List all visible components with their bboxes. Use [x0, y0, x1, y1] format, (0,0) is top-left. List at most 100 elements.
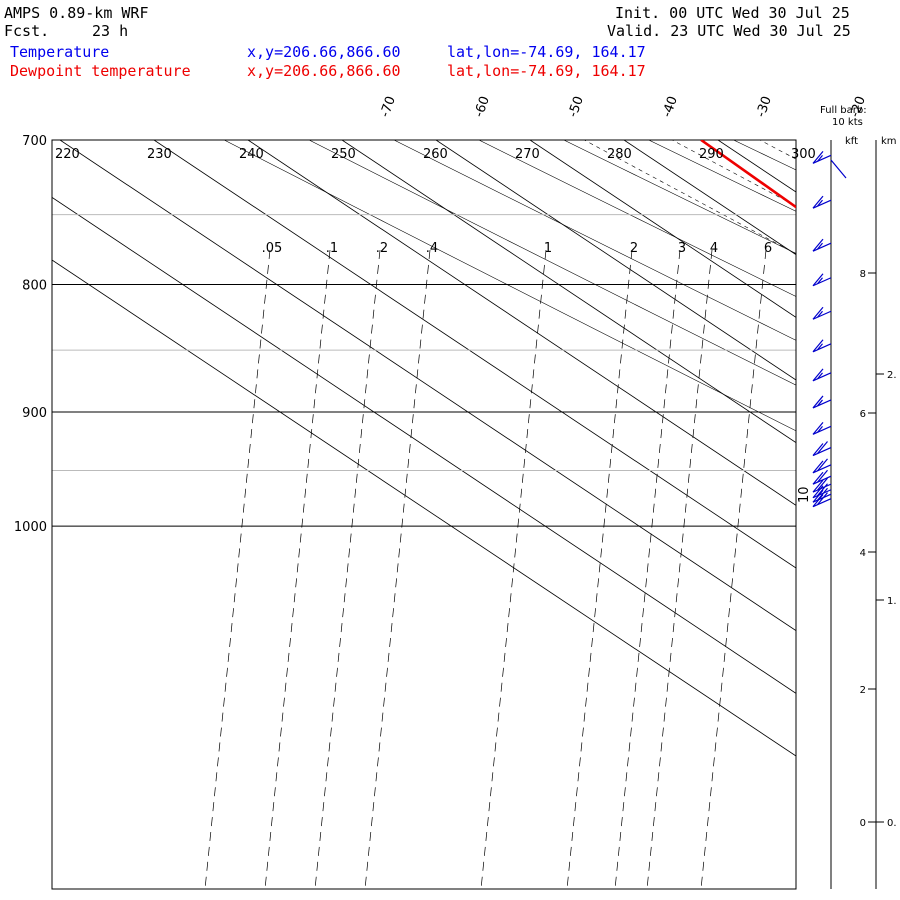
wind-barb-half-flag [817, 154, 823, 162]
kft-tick-label: 6 [860, 409, 866, 420]
wind-barb-flag [812, 195, 824, 209]
km-tick-label: 2. [887, 370, 897, 381]
temp-tick-label: -60 [472, 94, 493, 119]
wind-barb-flag [812, 443, 824, 456]
isobars [52, 140, 796, 527]
wind-key-value: 10 kts [832, 117, 863, 128]
pressure-tick-label: 900 [22, 406, 47, 421]
wind-barb-flag [817, 458, 828, 472]
temperature-line [809, 140, 900, 499]
wind-barb [812, 273, 832, 287]
moist-adiabat [583, 140, 796, 255]
wind-barb [812, 458, 832, 474]
km-tick-label: 1. [887, 596, 897, 607]
isotherm [153, 140, 796, 569]
wind-barb-staff [812, 199, 832, 209]
wind-barb-flag [812, 395, 824, 409]
isotherm [341, 140, 796, 444]
mixing-ratio-label: 6 [764, 241, 772, 256]
mixing-ratio-line [566, 249, 633, 889]
valid-time: Valid. 23 UTC Wed 30 Jul 25 [607, 22, 851, 40]
wind-barb [812, 469, 832, 485]
mixing-ratio-line [614, 249, 681, 889]
wind-barb-top [830, 159, 847, 179]
temp-tick-label: -20 [848, 94, 869, 119]
wind-barb-flag [817, 477, 828, 491]
mixing-ratio-label: 1 [544, 241, 552, 256]
mixing-ratio-label: 3 [678, 241, 686, 256]
mixing-ratio-line [264, 249, 331, 889]
wind-barb-flag [812, 306, 824, 320]
theta-label: 250 [331, 147, 356, 162]
dry-adiabat [776, 120, 900, 900]
wind-barb-flag [817, 483, 828, 497]
dry-adiabat [393, 140, 796, 341]
legend-temperature-xy: x,y=206.66,866.60 [247, 43, 401, 61]
wind-barb-flag [817, 487, 828, 501]
wind-barb-staff [812, 399, 832, 409]
kft-tick-label: 8 [860, 269, 866, 280]
isotherm [52, 196, 796, 694]
wind-barb-staff [812, 310, 832, 320]
axis-labels: 7008009001000-70-60-50-40-30-20-10022023… [14, 94, 869, 535]
mixing-ratio-line [646, 249, 713, 889]
temp-tick-label: -30 [754, 94, 775, 119]
thermo-grid [52, 120, 900, 900]
temp-tick-label: -40 [660, 94, 681, 119]
kft-tick-label: 0 [860, 818, 866, 829]
theta-label: 300 [791, 147, 816, 162]
dry-adiabat [563, 140, 796, 254]
isotherm [812, 140, 900, 889]
profiles [700, 140, 900, 499]
wind-barb [812, 395, 832, 409]
isotherm [435, 140, 796, 381]
wind-barb-staff [812, 343, 832, 353]
wind-barb [812, 238, 832, 252]
wind-barb-flag [812, 421, 824, 435]
wind-barb-staff [812, 372, 832, 382]
legend-dewpoint-name: Dewpoint temperature [10, 62, 191, 80]
isotherm [52, 259, 796, 757]
legend-temperature-latlon: lat,lon=-74.69, 164.17 [447, 43, 646, 61]
plot-frame [51, 139, 797, 890]
legend-dewpoint-latlon: lat,lon=-74.69, 164.17 [447, 62, 646, 80]
mixing-ratio-label: 2 [630, 241, 638, 256]
wind-barb-half-flag [817, 199, 823, 207]
mixing-ratio-line [204, 249, 271, 889]
wind-barb-flag [812, 489, 824, 503]
wind-barb [812, 339, 832, 353]
wind-barb-flag [812, 471, 824, 485]
wind-barb-staff [812, 483, 832, 493]
legend-dewpoint-xy: x,y=206.66,866.60 [247, 62, 401, 80]
wind-barb [812, 441, 832, 457]
wind-barb-staff [812, 498, 832, 508]
wind-barb-staff [812, 493, 832, 503]
dry-adiabat [223, 140, 796, 432]
km-tick-label: 0. [887, 818, 897, 829]
mixing-ratio-label: 4 [710, 241, 718, 256]
pressure-tick-label: 800 [22, 279, 47, 294]
wind-barb [812, 368, 832, 382]
moist-adiabat [810, 120, 900, 900]
wind-barb [812, 306, 832, 320]
wind-barb-half-flag [817, 372, 823, 380]
forecast-label: Fcst. [4, 22, 50, 40]
legend-temperature-name: Temperature [10, 43, 110, 61]
wind-barb-staff [812, 242, 832, 252]
isotherm [59, 140, 796, 632]
km-unit: km [881, 136, 897, 147]
wind-barb-staff [812, 425, 832, 435]
wind-barb-staff [812, 446, 832, 457]
wind-barb-flag [817, 469, 828, 483]
dry-adiabat [861, 120, 900, 900]
wind-barb-flag [817, 441, 828, 454]
theta-label: 260 [423, 147, 448, 162]
wind-barb-flag [812, 273, 824, 287]
wind-barb-flag [812, 485, 824, 499]
wind-barb-flag [812, 150, 824, 164]
wind-barb-flag [812, 368, 824, 382]
init-time: Init. 00 UTC Wed 30 Jul 25 [615, 4, 850, 22]
mixing-ratio-line [700, 249, 767, 889]
wind-barb [812, 195, 832, 209]
temp-tick-label: -70 [378, 94, 399, 119]
